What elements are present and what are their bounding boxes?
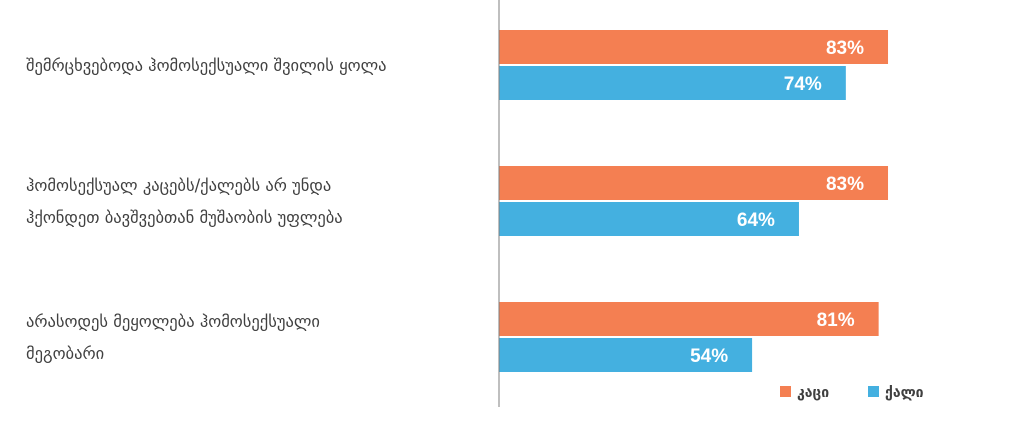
data-label-male-2: 83% <box>826 174 864 195</box>
category-label-2-line-2: ჰქონდეთ ბავშვებთან მუშაობის უფლება <box>26 208 343 227</box>
data-label-male-1: 83% <box>826 38 864 59</box>
legend-label-male: კაცი <box>797 385 829 401</box>
bar-male-1 <box>499 30 889 64</box>
bar-male-2 <box>499 166 889 200</box>
data-label-female-1: 74% <box>784 74 822 95</box>
bar-female-2 <box>499 202 799 236</box>
category-label-1-line-1: შემრცხვებოდა ჰომოსექსუალი შვილის ყოლა <box>26 56 387 75</box>
bar-male-3 <box>499 302 879 336</box>
bars-layer <box>499 30 889 372</box>
legend-label-female: ქალი <box>885 385 924 401</box>
legend-swatch-male <box>780 386 791 397</box>
data-label-male-3: 81% <box>817 310 855 331</box>
bar-female-1 <box>499 66 846 100</box>
value-labels: 83%74%83%64%81%54% <box>690 38 864 367</box>
category-label-3-line-2: მეგობარი <box>26 344 104 363</box>
data-label-female-3: 54% <box>690 346 728 367</box>
legend: კაცი ქალი <box>780 385 924 401</box>
legend-swatch-female <box>868 386 879 397</box>
bar-female-3 <box>499 338 753 372</box>
data-label-female-2: 64% <box>737 210 775 231</box>
category-labels: შემრცხვებოდა ჰომოსექსუალი შვილის ყოლა ჰომ… <box>26 56 387 363</box>
category-label-2-line-1: ჰომოსექსუალ კაცებს/ქალებს არ უნდა <box>26 176 331 195</box>
category-label-3-line-1: არასოდეს მეყოლება ჰომოსექსუალი <box>26 312 320 331</box>
